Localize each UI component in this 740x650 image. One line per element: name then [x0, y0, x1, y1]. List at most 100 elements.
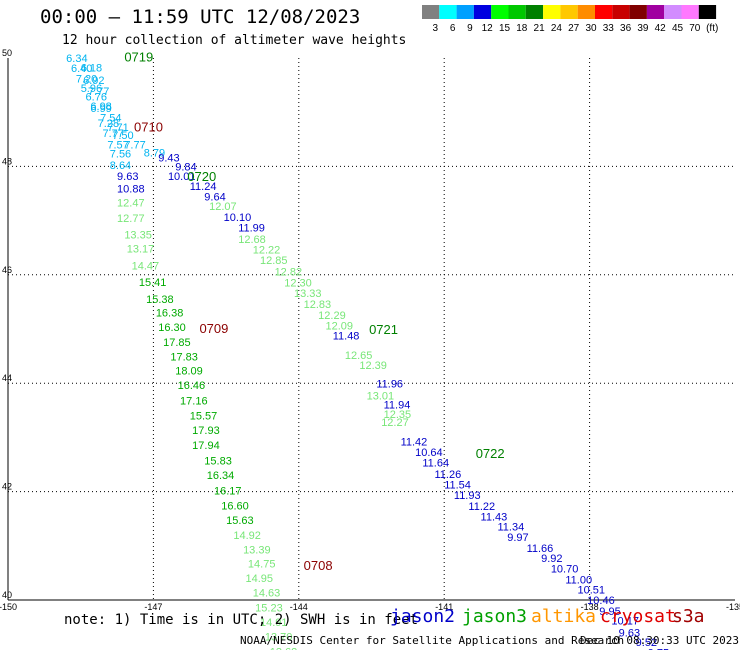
wave-height-point: 11.94 [384, 400, 411, 412]
legend-swatch [543, 5, 561, 19]
legend-swatch [508, 5, 526, 19]
legend-bin-label: 27 [568, 23, 580, 34]
wave-height-point: 10.17 [611, 615, 639, 627]
satellite-jason3: jason3 [462, 606, 528, 627]
wave-height-point: 7.20 [76, 73, 97, 85]
wave-height-point: 12.77 [117, 213, 145, 225]
wave-height-point: 12.82 [275, 266, 303, 278]
wave-height-point: 9.84 [175, 162, 196, 174]
wave-height-point: 6.98 [90, 101, 111, 113]
y-tick-label: 50 [2, 48, 12, 58]
wave-height-point: 10.88 [117, 183, 145, 195]
page-subtitle: 12 hour collection of altimeter wave hei… [62, 33, 407, 48]
wave-height-point: 11.26 [435, 469, 462, 481]
wave-height-point: 13.35 [124, 229, 152, 241]
wave-height-point: 6.99 [90, 103, 111, 115]
wave-height-point: 7.50 [112, 130, 133, 142]
wave-height-point: 14.75 [248, 558, 276, 570]
wave-height-point: 11.22 [468, 501, 495, 513]
wave-height-point: 12.30 [284, 278, 312, 290]
wave-height-point: 9.63 [117, 171, 138, 183]
wave-height-point: 12.47 [117, 198, 145, 210]
wave-height-point: 10.10 [224, 212, 252, 224]
wave-height-point: 16.30 [158, 322, 186, 334]
wave-height-point: 6.40 [71, 63, 92, 75]
wave-height-point: 14.47 [132, 260, 160, 272]
wave-height-point: 11.42 [401, 437, 428, 449]
legend-swatch [422, 5, 440, 19]
wave-height-point: 7.54 [100, 112, 121, 124]
satellite-altika: altika [531, 606, 597, 627]
x-tick-label: -150 [0, 602, 17, 612]
wave-height-point: 6.76 [86, 91, 107, 103]
satellite-cryosat: cryosat [600, 606, 676, 627]
y-tick-label: 40 [2, 590, 12, 600]
legend-bin-label: 9 [467, 23, 473, 34]
wave-height-point: 9.92 [541, 553, 562, 565]
track-time-label: 0709 [199, 321, 228, 336]
wave-height-point: 6.92 [83, 75, 104, 87]
wave-height-point: 7.57 [107, 140, 128, 152]
wave-height-point: 10.46 [587, 595, 615, 607]
legend-swatch [629, 5, 647, 19]
legend-bin-label: 45 [672, 23, 684, 34]
wave-height-point: 9.63 [619, 627, 640, 639]
x-tick-label: -147 [144, 602, 162, 612]
wave-height-point: 9.64 [204, 192, 225, 204]
y-tick-label: 42 [2, 482, 12, 492]
wave-height-point: 11.64 [422, 458, 449, 470]
wave-height-point: 7.56 [110, 149, 131, 161]
wave-height-point: 14.92 [233, 530, 261, 542]
wave-height-point: 6.18 [81, 63, 102, 75]
wave-height-point: 15.38 [146, 294, 174, 306]
track-time-label: 0720 [187, 169, 216, 184]
wave-height-point: 16.34 [207, 470, 235, 482]
legend-swatch [612, 5, 630, 19]
wave-height-point: 14.91 [260, 617, 288, 629]
wave-height-point: 13.39 [243, 544, 271, 556]
wave-height-point: 12.68 [238, 234, 266, 246]
wave-height-point: 11.96 [376, 379, 403, 391]
wave-height-point: 16.38 [156, 308, 184, 320]
legend-swatch [456, 5, 474, 19]
wave-height-point: 9.75 [648, 647, 669, 650]
wave-height-point: 10.64 [415, 447, 443, 459]
legend-bin-label: 36 [620, 23, 632, 34]
legend-swatch [525, 5, 544, 19]
wave-height-point: 12.07 [209, 201, 237, 213]
legend-bin-label: 3 [433, 23, 439, 34]
legend-swatch [664, 5, 682, 19]
wave-height-point: 11.66 [527, 543, 554, 555]
wave-height-point: 7.77 [88, 86, 109, 98]
wave-height-point: 7.71 [107, 122, 128, 134]
x-tick-label: -138 [581, 602, 599, 612]
wave-height-point: 12.39 [359, 360, 387, 372]
wave-height-point: 13.33 [294, 288, 322, 300]
wave-height-point: 12.85 [260, 255, 288, 267]
wave-height-point: 12.29 [318, 310, 346, 322]
wave-height-point: 17.93 [192, 425, 220, 437]
wave-height-point: 9.97 [507, 532, 528, 544]
legend-bin-label: 30 [585, 23, 597, 34]
wave-height-point: 7.77 [124, 140, 145, 152]
track-time-label: 0721 [369, 322, 398, 337]
legend-bin-label: 18 [516, 23, 528, 34]
wave-height-point: 8.79 [144, 148, 165, 160]
wave-height-point: 13.70 [265, 632, 293, 644]
wave-height-point: 13.17 [127, 244, 155, 256]
legend-bin-label: 15 [499, 23, 511, 34]
legend-swatch [577, 5, 595, 19]
legend-swatch [439, 5, 457, 19]
wave-height-point: 14.63 [253, 588, 281, 600]
wave-height-point: 18.09 [175, 366, 203, 378]
track-time-label: 0722 [476, 446, 505, 461]
wave-height-point: 12.83 [304, 299, 332, 311]
wave-height-point: 11.99 [238, 222, 265, 234]
wave-height-point: 12.65 [345, 350, 373, 362]
wave-height-point: 6.34 [66, 53, 87, 65]
wave-height-point: 7.77 [103, 128, 124, 140]
wave-height-point: 15.57 [190, 411, 218, 423]
wave-height-point: 16.60 [221, 500, 249, 512]
track-time-label: 0708 [304, 558, 333, 573]
